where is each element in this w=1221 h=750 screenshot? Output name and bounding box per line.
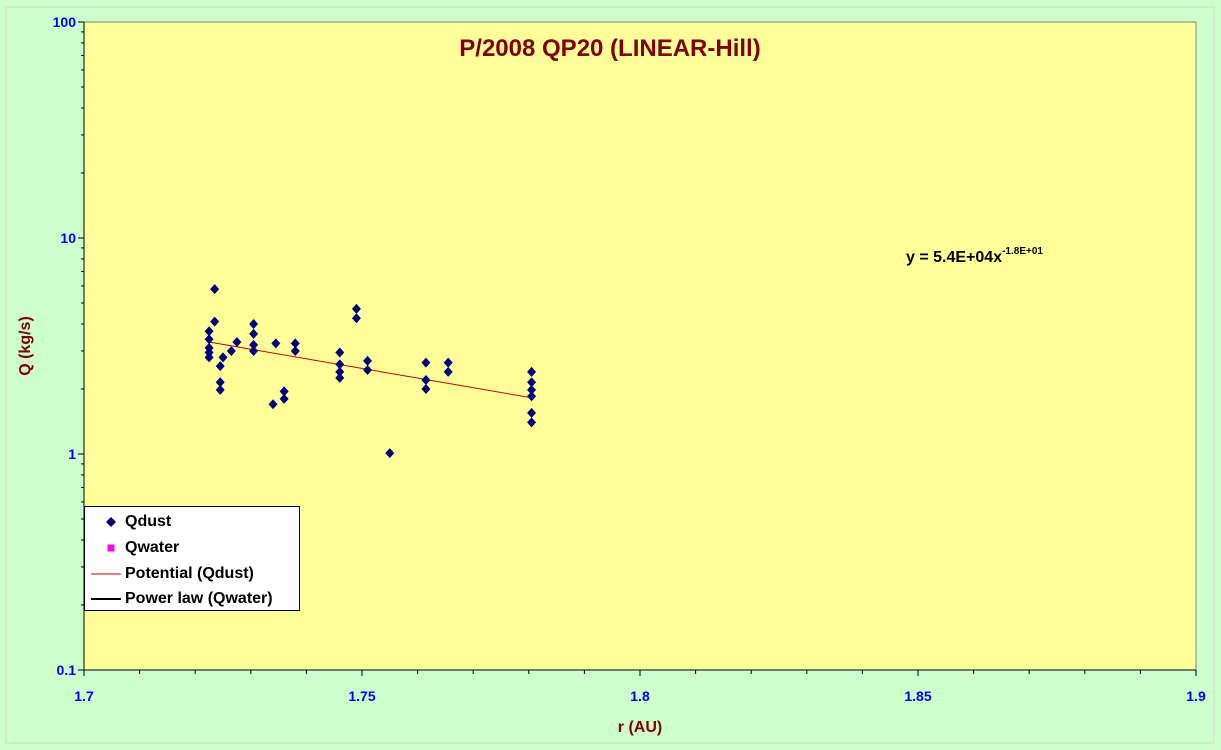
- data-point: [249, 339, 259, 350]
- data-point: [363, 364, 373, 375]
- data-point: [249, 345, 259, 356]
- data-point: [204, 326, 214, 337]
- legend-label-potential-qdust: Potential (Qdust): [125, 565, 254, 582]
- red-line-icon: [91, 573, 121, 575]
- data-point: [421, 383, 431, 394]
- data-point: [204, 334, 214, 345]
- data-point: [279, 386, 289, 397]
- diamond-marker-icon: [106, 517, 116, 527]
- trendline-equation: y = 5.4E+04x-1.8E+01: [906, 246, 1043, 266]
- data-point: [421, 357, 431, 368]
- chart-title: P/2008 QP20 (LINEAR-Hill): [459, 35, 760, 62]
- x-tick-label: 1.85: [904, 688, 931, 704]
- data-point: [210, 284, 220, 295]
- x-tick-label: 1.8: [630, 688, 650, 704]
- data-point: [527, 407, 537, 418]
- legend-item-qdust: Qdust: [85, 510, 299, 534]
- data-point: [290, 345, 300, 356]
- data-point: [249, 328, 259, 339]
- x-tick-label: 1.75: [348, 688, 375, 704]
- data-point: [268, 399, 278, 410]
- legend-item-potential-qdust: Potential (Qdust): [85, 562, 299, 586]
- x-tick-label: 1.7: [74, 688, 94, 704]
- legend-label-power-law-qwater: Power law (Qwater): [125, 590, 273, 607]
- data-point: [363, 355, 373, 366]
- data-point: [204, 352, 214, 363]
- data-point: [249, 318, 259, 329]
- data-point: [351, 313, 361, 324]
- y-tick-label: 1: [68, 446, 76, 462]
- data-point: [215, 377, 225, 388]
- black-line-icon: [91, 598, 121, 600]
- equation-exponent: -1.8E+01: [1002, 246, 1043, 257]
- y-tick-label: 0.1: [57, 662, 77, 678]
- square-marker-icon: [107, 544, 115, 552]
- y-axis-label: Q (kg/s): [17, 316, 34, 376]
- data-point: [421, 375, 431, 386]
- data-point: [215, 361, 225, 372]
- data-point: [271, 338, 281, 349]
- data-point: [351, 303, 361, 314]
- y-tick-label: 10: [60, 230, 76, 246]
- legend-label-qwater: Qwater: [125, 539, 180, 556]
- x-tick-label: 1.9: [1186, 688, 1206, 704]
- data-point: [279, 393, 289, 404]
- data-point: [385, 448, 395, 459]
- data-point: [335, 372, 345, 383]
- data-point: [218, 352, 228, 363]
- data-point: [210, 316, 220, 327]
- data-point: [443, 366, 453, 377]
- x-axis-label: r (AU): [618, 719, 662, 736]
- axes: 1.7 1.75 1.8 1.85 1.9 0.1 1 10 100: [53, 14, 1206, 704]
- data-point: [527, 384, 537, 395]
- data-point: [335, 359, 345, 370]
- data-point: [527, 366, 537, 377]
- y-tick-label: 100: [53, 14, 77, 30]
- data-point: [232, 337, 242, 348]
- data-point: [226, 345, 236, 356]
- legend: Qdust Qwater Potential (Qdust) Power law…: [84, 506, 300, 611]
- data-point: [335, 347, 345, 358]
- data-points: [204, 284, 537, 459]
- data-point: [527, 391, 537, 402]
- equation-base: y = 5.4E+04x: [906, 249, 1002, 266]
- data-point: [443, 357, 453, 368]
- legend-label-qdust: Qdust: [125, 513, 172, 530]
- legend-item-power-law-qwater: Power law (Qwater): [85, 587, 299, 611]
- data-point: [335, 366, 345, 377]
- legend-item-qwater: Qwater: [85, 536, 299, 560]
- data-point: [527, 417, 537, 428]
- data-point: [527, 377, 537, 388]
- data-point: [290, 338, 300, 349]
- data-point: [215, 384, 225, 395]
